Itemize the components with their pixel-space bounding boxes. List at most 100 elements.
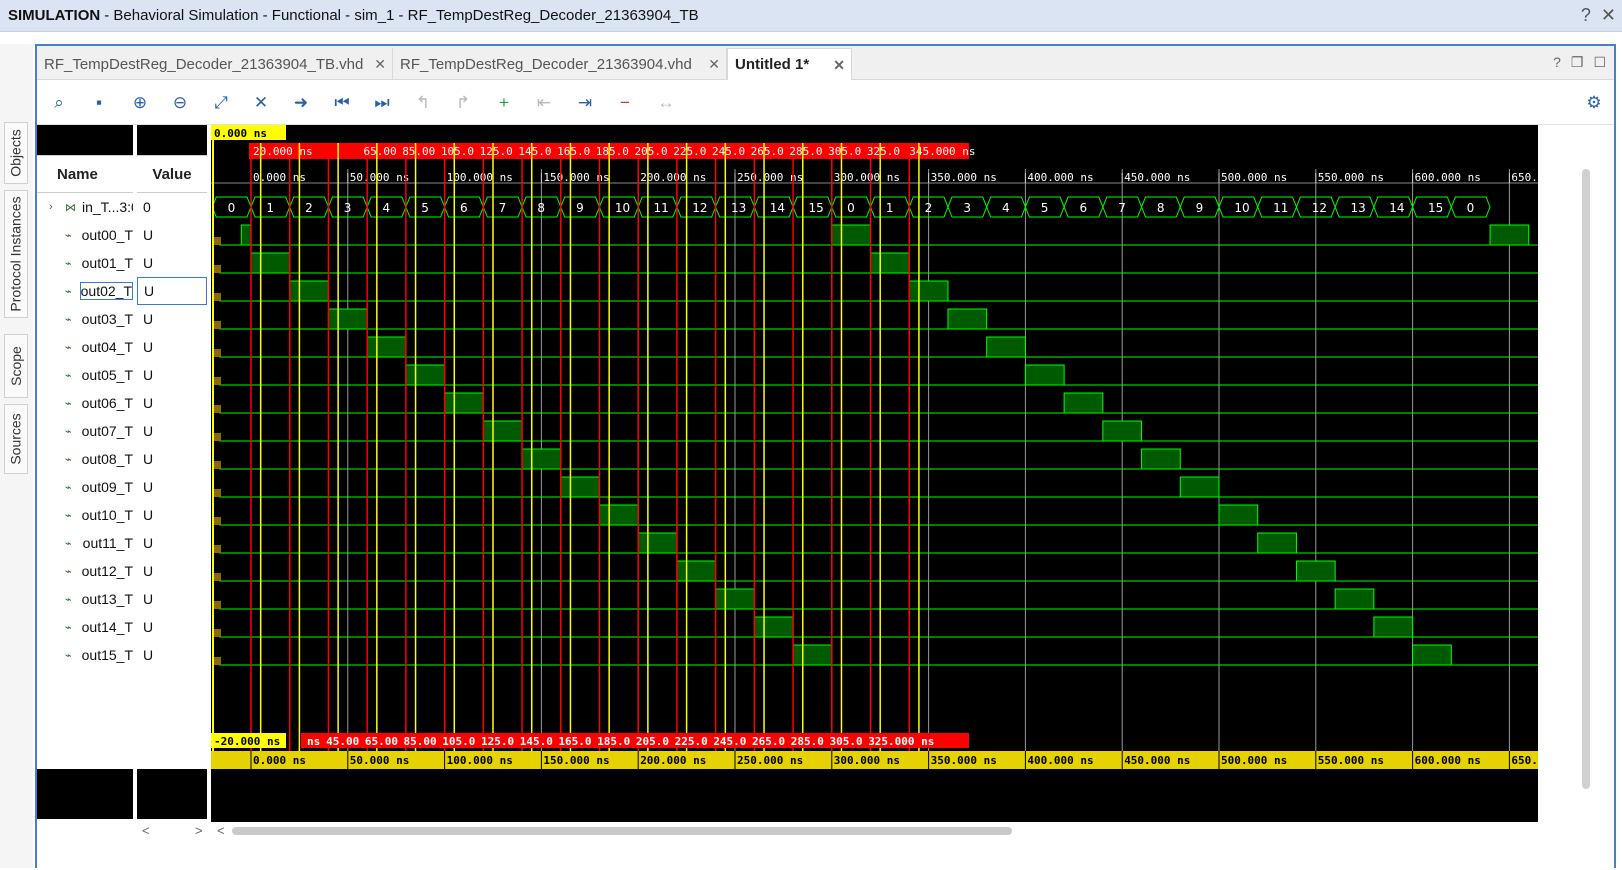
signal-high-pulse: [637, 532, 678, 554]
signal-high-pulse: [482, 420, 523, 442]
name-column: Name › ⋈ in_T...3:0 ⌁ out00_T ⌁ out01_T ⌁ out02_…: [37, 125, 139, 870]
cursor-label: 0.000 ns: [214, 127, 267, 140]
signal-row[interactable]: ⌁ out03_T: [37, 305, 133, 333]
signal-row[interactable]: ⌁ out09_T: [37, 473, 133, 501]
column-splitter[interactable]: [133, 125, 137, 870]
signal-name: out05_T: [81, 367, 133, 383]
restore-icon[interactable]: ❐: [1570, 54, 1584, 70]
bus-value: 10: [615, 201, 630, 215]
tab-untitled[interactable]: Untitled 1* ✕: [727, 48, 852, 80]
search-icon[interactable]: ⌕: [54, 93, 64, 112]
signal-row[interactable]: ⌁ out02_T: [37, 277, 133, 305]
column-splitter[interactable]: [207, 125, 211, 870]
go-to-end-icon[interactable]: ⏭: [374, 93, 390, 112]
signal-value: U: [143, 507, 154, 523]
help-icon[interactable]: ?: [1580, 5, 1591, 25]
side-tab-sources[interactable]: Sources: [4, 404, 28, 474]
bus-value: 4: [1002, 201, 1010, 215]
signal-high-pulse: [1257, 532, 1297, 554]
side-tab-protocol-instances[interactable]: Protocol Instances: [4, 190, 28, 318]
signal-row[interactable]: ⌁ out11_T: [37, 529, 133, 557]
signal-high-pulse: [1102, 420, 1143, 442]
signal-row[interactable]: ⌁ out05_T: [37, 361, 133, 389]
close-tab-icon[interactable]: ✕: [833, 57, 845, 73]
signal-value: U: [143, 367, 154, 383]
bottom-ruler-label: 300.000 ns: [834, 754, 900, 767]
swap-cursors-icon[interactable]: ↔: [657, 93, 675, 112]
signal-row[interactable]: ⌁ out07_T: [37, 417, 133, 445]
signal-high-pulse: [366, 336, 407, 358]
value-header[interactable]: Value: [137, 155, 207, 193]
cursor-snap-icon[interactable]: ✕: [253, 93, 269, 112]
settings-icon[interactable]: ⚙: [1586, 93, 1602, 112]
maximize-icon[interactable]: ☐: [1593, 54, 1606, 70]
signal-high-pulse: [1024, 364, 1065, 386]
waveform-panel: RF_TempDestReg_Decoder_21363904_TB.vhd ✕ …: [35, 44, 1616, 870]
zoom-out-icon[interactable]: ⊖: [172, 93, 188, 112]
signal-high-pulse: [947, 308, 988, 330]
next-marker-icon[interactable]: ⇥: [577, 93, 593, 112]
delta-label: 105.0: [441, 145, 474, 158]
delete-marker-icon[interactable]: −: [620, 93, 630, 112]
go-to-start-icon[interactable]: ⏮: [334, 93, 350, 112]
expand-chevron-icon[interactable]: ›: [49, 201, 53, 213]
horizontal-scrollbar[interactable]: [232, 827, 1012, 835]
signal-value: U: [143, 479, 154, 495]
signal-high-pulse: [598, 504, 639, 526]
scroll-left-icon[interactable]: <: [217, 823, 225, 838]
help-icon[interactable]: ?: [1553, 54, 1561, 70]
bus-segment: [1141, 196, 1181, 218]
bottom-ruler-label: 400.000 ns: [1027, 754, 1093, 767]
next-transition-icon[interactable]: ↱: [455, 93, 471, 112]
scroll-right-icon[interactable]: >: [195, 823, 203, 838]
bus-value: 6: [1079, 201, 1087, 215]
side-tab-objects[interactable]: Objects: [4, 122, 28, 184]
signal-value: U: [143, 647, 154, 663]
signal-high-pulse: [1489, 224, 1530, 246]
side-tab-scope[interactable]: Scope: [4, 334, 28, 398]
signal-name: out07_T: [81, 423, 133, 439]
previous-transition-icon[interactable]: ↰: [415, 93, 431, 112]
bottom-ruler-label: 650.: [1511, 754, 1538, 767]
ruler-label: 150.000 ns: [543, 171, 609, 184]
signal-name: out15_T: [81, 647, 133, 663]
signal-row[interactable]: ⌁ out08_T: [37, 445, 133, 473]
waveform-canvas[interactable]: 0.000 ns 20.000 ns 65.00 85.00 105.0 125.0 145…: [211, 125, 1538, 822]
delta-label-bottom: 245.0: [713, 735, 746, 748]
vertical-scrollbar[interactable]: [1574, 125, 1614, 822]
zoom-fit-icon[interactable]: ⤢: [214, 93, 228, 112]
signal-row[interactable]: ⌁ out06_T: [37, 389, 133, 417]
undefined-marker: [213, 517, 221, 525]
signal-row[interactable]: ⌁ out00_T: [37, 221, 133, 249]
scroll-left-icon[interactable]: <: [142, 823, 150, 838]
zoom-in-icon[interactable]: ⊕: [132, 93, 148, 112]
close-tab-icon[interactable]: ✕: [374, 56, 386, 72]
bus-value: 0: [228, 201, 236, 215]
bus-value: 11: [1273, 201, 1288, 215]
signal-row[interactable]: ⌁ out12_T: [37, 557, 133, 585]
tab-decoder-vhd[interactable]: RF_TempDestReg_Decoder_21363904.vhd ✕: [393, 48, 727, 80]
close-tab-icon[interactable]: ✕: [708, 56, 720, 72]
signal-row-bus[interactable]: › ⋈ in_T...3:0: [37, 193, 139, 221]
signal-row[interactable]: ⌁ out10_T: [37, 501, 133, 529]
bottom-ruler-label: 200.000 ns: [640, 754, 706, 767]
go-to-cursor-icon[interactable]: ➜: [293, 93, 309, 112]
title-mode: SIMULATION: [8, 7, 101, 24]
signal-row[interactable]: ⌁ out15_T: [37, 641, 133, 669]
bus-icon: ⋈: [65, 201, 76, 214]
signal-row[interactable]: ⌁ out01_T: [37, 249, 133, 277]
add-marker-icon[interactable]: +: [499, 93, 509, 112]
signal-row[interactable]: ⌁ out14_T: [37, 613, 133, 641]
name-header[interactable]: Name: [37, 155, 133, 193]
signal-high-pulse: [1063, 392, 1104, 414]
previous-marker-icon[interactable]: ⇤: [536, 93, 552, 112]
signal-row[interactable]: ⌁ out04_T: [37, 333, 133, 361]
close-icon[interactable]: ✕: [1600, 5, 1616, 25]
scroll-thumb[interactable]: [1582, 169, 1590, 789]
signal-row[interactable]: ⌁ out13_T: [37, 585, 133, 613]
save-icon[interactable]: ▪: [95, 93, 103, 112]
tab-tb-vhd[interactable]: RF_TempDestReg_Decoder_21363904_TB.vhd ✕: [37, 48, 393, 80]
signal-value: U: [143, 255, 154, 271]
signal-value: U: [143, 591, 154, 607]
